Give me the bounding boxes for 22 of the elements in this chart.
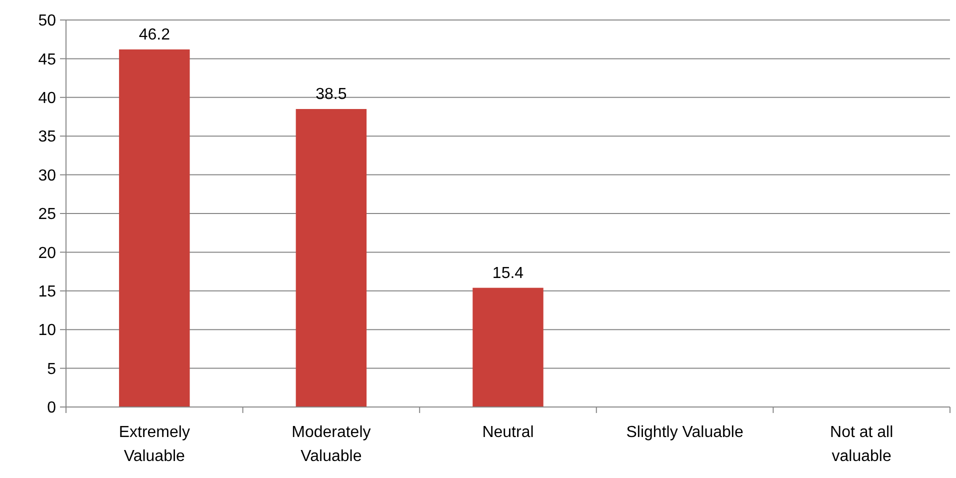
x-tick-label: Not at all valuable: [830, 424, 894, 465]
x-tick-label: Neutral: [482, 424, 534, 441]
bar: [296, 109, 367, 407]
data-label: 38.5: [316, 86, 347, 104]
x-tick-label: Moderately Valuable: [292, 424, 371, 465]
y-tick-label: 45: [38, 51, 56, 68]
y-tick-label: 20: [38, 244, 56, 262]
y-tick-label: 50: [38, 12, 56, 30]
data-label: 46.2: [138, 26, 170, 44]
bar: [119, 49, 190, 407]
y-tick-label: 15: [38, 284, 56, 300]
x-tick-label: Slightly Valuable: [626, 424, 744, 441]
y-tick-label: 35: [38, 128, 56, 146]
y-tick-label: 25: [38, 206, 56, 224]
x-tick-label: Extremely Valuable: [118, 424, 190, 465]
y-tick-label: 5: [47, 360, 56, 378]
data-label: 15.4: [492, 264, 524, 282]
y-tick-label: 0: [47, 400, 56, 417]
y-tick-label: 40: [38, 90, 56, 107]
bar: [472, 288, 544, 407]
y-tick-label: 30: [38, 167, 56, 184]
y-tick-label: 10: [38, 322, 56, 340]
